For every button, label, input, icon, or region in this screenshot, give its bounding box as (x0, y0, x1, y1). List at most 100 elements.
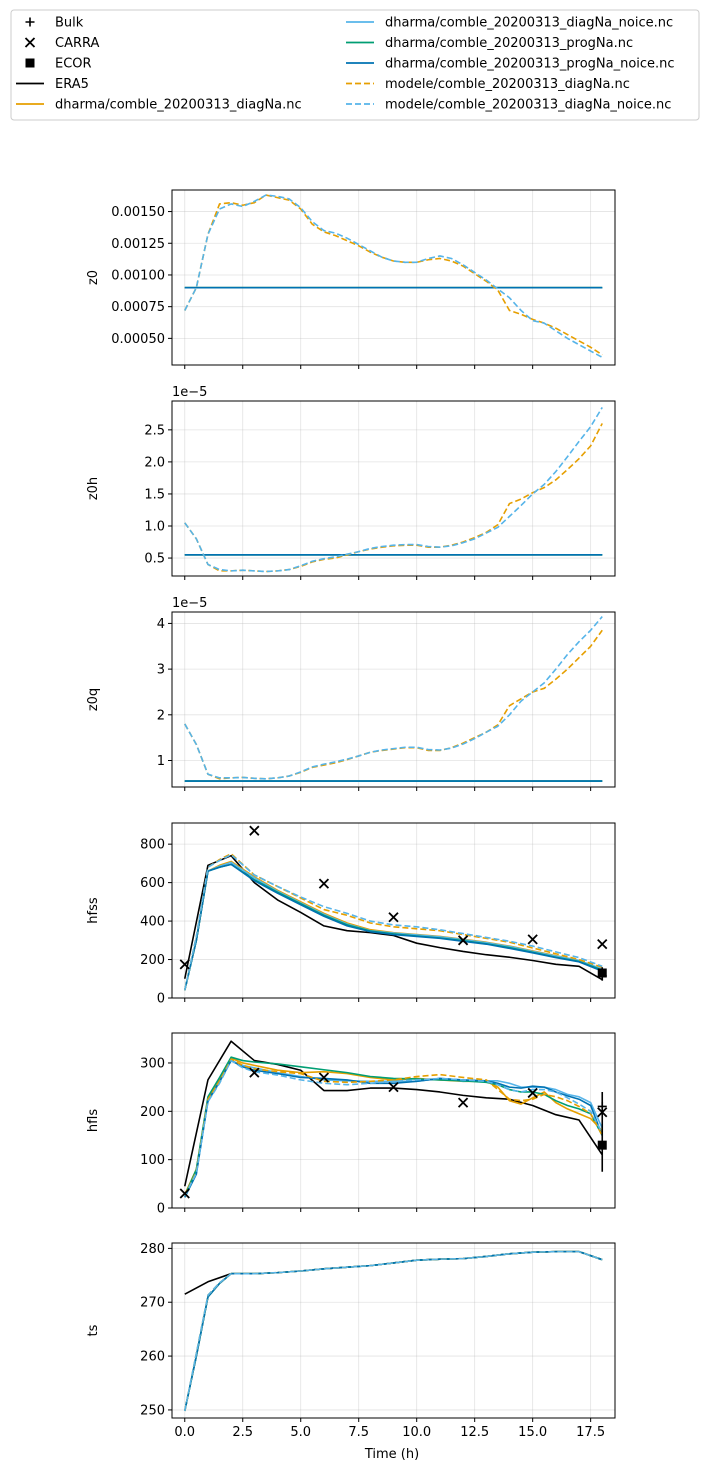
axes-frame (171, 1242, 616, 1419)
series-line-modele-comble-20200313-diagna-noice-nc (183, 853, 603, 991)
legend-label: dharma/comble_20200313_diagNa.nc (55, 98, 302, 113)
series-line-era5 (183, 854, 603, 981)
grid (172, 1243, 615, 1418)
y-tick-label: 0.5 (144, 552, 165, 567)
y-tick-label: 3 (157, 663, 165, 678)
x-tick-label: 7.5 (348, 1425, 369, 1440)
marker-carra (597, 1107, 608, 1118)
y-tick: 400 (140, 915, 172, 930)
y-tick-label: 100 (140, 1153, 165, 1168)
y-tick-label: 0.00075 (111, 300, 165, 315)
x-tick: 5.0 (290, 1418, 311, 1440)
y-tick: 1.0 (144, 520, 172, 535)
y-tick-label: 1.0 (144, 520, 165, 535)
marker-carra (457, 1097, 469, 1108)
legend-label: dharma/comble_20200313_diagNa_noice.nc (385, 16, 673, 31)
y-tick: 280 (140, 1242, 172, 1257)
y-axis-label: z0q (86, 688, 101, 711)
y-tick: 0.00100 (111, 268, 172, 283)
y-tick: 200 (140, 1105, 172, 1120)
x-tick: 7.5 (348, 1418, 369, 1440)
series-group (183, 1250, 603, 1412)
x-tick-label: 15.0 (518, 1425, 547, 1440)
legend-entry-dharma-comble-20200313-progna-nc: dharma/comble_20200313_progNa.nc (346, 36, 633, 51)
y-axis-label: z0h (86, 477, 101, 500)
y-tick: 0.00075 (111, 300, 172, 315)
legend-entry-dharma-comble-20200313-diagna-noice-nc: dharma/comble_20200313_diagNa_noice.nc (346, 16, 673, 31)
y-axis-label: ts (86, 1324, 101, 1336)
marker-carra (457, 935, 469, 946)
series-line-modele-comble-20200313-diagna-nc (184, 194, 603, 356)
legend-entry-dharma-comble-20200313-progna-noice-nc: dharma/comble_20200313_progNa_noice.nc (346, 57, 675, 72)
axes-frame (171, 400, 616, 577)
y-tick-label: 270 (140, 1296, 165, 1311)
panel-hfss: 0 200 400 600 800 hfss (86, 822, 616, 1007)
y-tick: 100 (140, 1153, 172, 1168)
y-tick-label: 0.00050 (111, 332, 165, 347)
series-group (184, 616, 603, 782)
y-tick-label: 1.5 (144, 487, 165, 502)
grid (172, 612, 615, 787)
y-tick-label: 200 (140, 953, 165, 968)
series-line-modele-comble-20200313-diagna-nc (183, 852, 603, 991)
y-tick: 2.5 (144, 423, 172, 438)
marker-carra (527, 1087, 538, 1099)
series-group (184, 406, 603, 573)
y-axis-label: z0 (86, 270, 101, 285)
legend-entry-modele-comble-20200313-diagna-noice-nc: modele/comble_20200313_diagNa_noice.nc (346, 98, 671, 113)
y-tick: 2 (157, 708, 172, 723)
y-tick-label: 0.00150 (111, 205, 165, 220)
y-tick: 1 (157, 754, 172, 769)
panel-hfls: 0 100 200 300 hfls (86, 1032, 616, 1217)
y-tick: 0.00150 (111, 205, 172, 220)
y-tick: 0.00125 (111, 237, 172, 252)
x-axis-label: Time (h) (364, 1447, 419, 1462)
y-tick: 200 (140, 953, 172, 968)
legend-label: ERA5 (55, 77, 89, 92)
y-tick-label: 0.00100 (111, 268, 165, 283)
y-tick-label: 280 (140, 1242, 165, 1257)
axes-frame (171, 822, 616, 999)
y-tick: 600 (140, 876, 172, 891)
y-tick: 0.5 (144, 552, 172, 567)
y-tick-label: 800 (140, 838, 165, 853)
series-line-modele-comble-20200313-diagna-noice-nc (184, 194, 603, 359)
y-tick: 3 (157, 663, 172, 678)
marker-carra (388, 912, 399, 923)
y-tick-label: 260 (140, 1350, 165, 1365)
legend-label: dharma/comble_20200313_progNa_noice.nc (385, 57, 675, 72)
series-line-modele-comble-20200313-diagna-nc (184, 1058, 603, 1197)
y-tick-label: 4 (157, 617, 165, 632)
series-group (184, 194, 603, 359)
marker-bulk (597, 1101, 607, 1111)
legend-label: modele/comble_20200313_diagNa.nc (385, 77, 630, 92)
legend-label: modele/comble_20200313_diagNa_noice.nc (385, 98, 671, 113)
legend: Bulk CARRA ECOR ERA5 dharma/comble_20200313_… (10, 9, 700, 121)
series-line-dharma-comble-20200313-progna-noice-nc (183, 863, 603, 991)
marker-carra (249, 1067, 260, 1078)
y-tick: 0 (157, 1202, 172, 1217)
marker-carra (318, 878, 330, 889)
series-line-dharma-comble-20200313-progna-nc (184, 1056, 603, 1197)
series-line-modele-comble-20200313-diagna-noice-nc (184, 1059, 603, 1197)
y-tick: 270 (140, 1296, 172, 1311)
marker-carra (179, 1188, 190, 1199)
panel-z0q: 1 2 3 4 z0q 1e−5 (86, 596, 616, 791)
x-tick-label: 2.5 (232, 1425, 253, 1440)
legend-label: Bulk (55, 16, 84, 31)
legend-label: CARRA (55, 36, 100, 51)
y-tick-label: 2.0 (144, 455, 165, 470)
y-tick: 2.0 (144, 455, 172, 470)
x-tick-label: 12.5 (460, 1425, 489, 1440)
axes-frame (171, 611, 616, 788)
y-tick-label: 2.5 (144, 423, 165, 438)
legend-entry-ecor: ECOR (25, 57, 92, 72)
marker-carra (318, 1072, 330, 1083)
y-tick-label: 300 (140, 1056, 165, 1071)
legend-frame (10, 9, 700, 121)
legend-entry-dharma-comble-20200313-diagna-nc: dharma/comble_20200313_diagNa.nc (16, 98, 302, 113)
y-tick-label: 0.00125 (111, 237, 165, 252)
y-tick-label: 0 (157, 992, 165, 1007)
panel-ts: 250 260 270 280 0.0 2.5 5.0 7.5 10.0 12.5 15.0 17.5… (86, 1242, 616, 1440)
